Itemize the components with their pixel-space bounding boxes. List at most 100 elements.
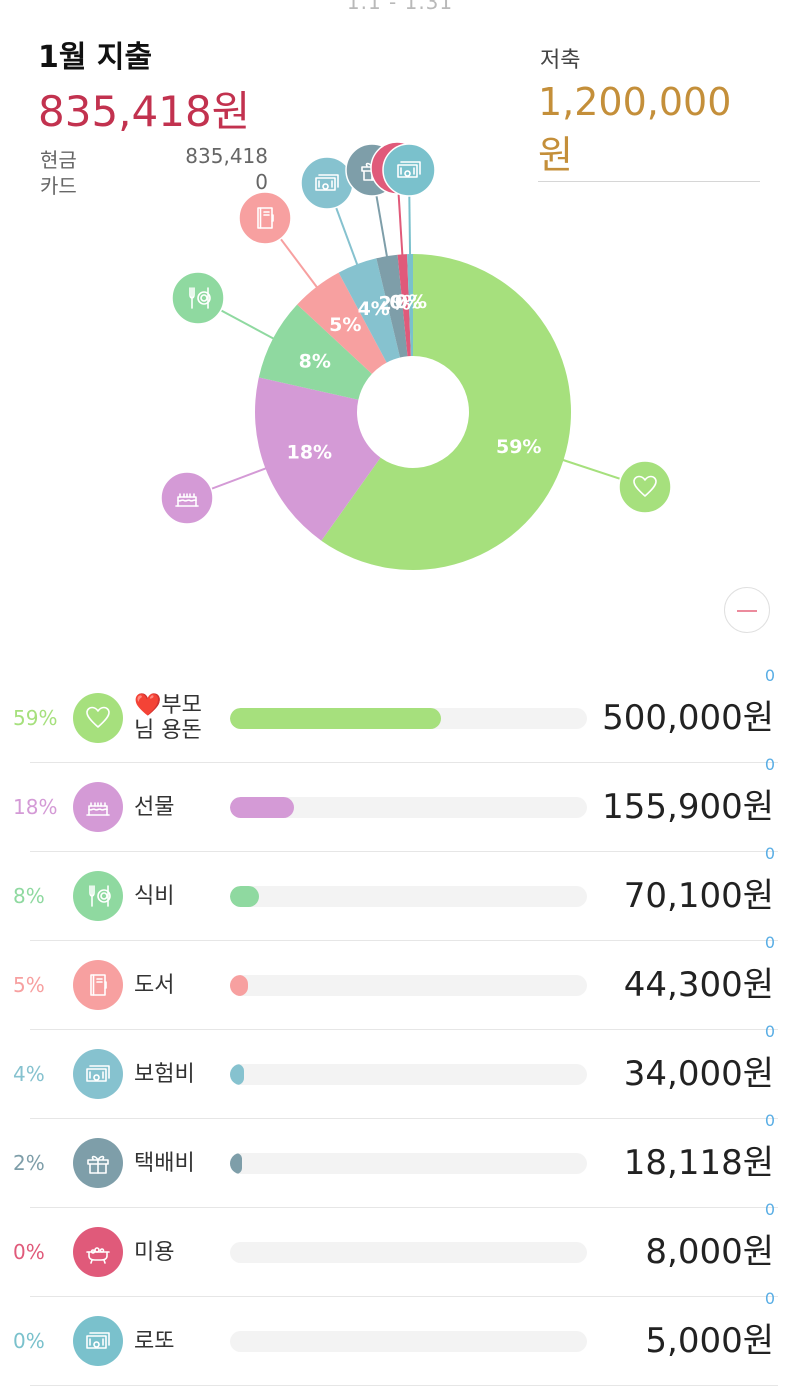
heart-icon	[86, 706, 110, 728]
category-percent: 2%	[13, 1151, 45, 1175]
category-budget-count: 0	[764, 1111, 775, 1130]
category-name-line: ❤️부모	[134, 693, 202, 718]
total-expense-amount: 835,418원	[38, 87, 251, 136]
slice-category-icon[interactable]	[382, 143, 436, 197]
category-progress-track	[230, 1153, 587, 1174]
category-amount: 44,300원	[623, 965, 774, 1005]
category-icon-badge	[73, 1227, 123, 1277]
pie-slice[interactable]	[254, 377, 381, 541]
category-row[interactable]: 59% ❤️부모 님 용돈 500,000원 0	[0, 666, 800, 763]
money-icon	[86, 1332, 110, 1349]
slice-category-icon[interactable]	[171, 271, 225, 325]
category-name: 미용	[134, 1240, 175, 1265]
pie-slice[interactable]	[321, 254, 571, 570]
slice-category-icon[interactable]	[238, 191, 292, 245]
category-icon-badge	[73, 782, 123, 832]
category-progress-fill	[230, 1153, 242, 1174]
cake-icon	[86, 802, 110, 816]
category-budget-count: 0	[764, 1022, 775, 1041]
category-percent: 5%	[13, 973, 45, 997]
pie-slice[interactable]	[407, 254, 413, 357]
utensils-icon	[189, 287, 211, 309]
category-name: 로또	[134, 1329, 175, 1354]
category-name: 식비	[134, 884, 175, 909]
category-row[interactable]: 0% 로또 5,000원 0	[0, 1289, 800, 1386]
slice-label: 8%	[299, 350, 331, 372]
category-name: ❤️부모 님 용돈	[134, 693, 202, 743]
date-range[interactable]: 1.1 - 1.31	[346, 0, 454, 14]
slice-category-icon[interactable]	[618, 460, 672, 514]
gift-icon	[87, 1155, 109, 1174]
cake-icon	[175, 493, 199, 507]
slice-label: 59%	[496, 436, 541, 458]
category-name: 보험비	[134, 1062, 195, 1087]
category-budget-count: 0	[764, 844, 775, 863]
category-amount: 8,000원	[645, 1232, 774, 1272]
slice-category-icon[interactable]	[300, 156, 354, 210]
savings-label: 저축	[540, 48, 581, 73]
category-row[interactable]: 18% 선물 155,900원 0	[0, 755, 800, 852]
category-progress-track	[230, 1331, 587, 1352]
slice-category-icon[interactable]	[160, 471, 214, 525]
bath-icon	[86, 1247, 110, 1264]
category-icon-badge	[73, 1049, 123, 1099]
category-amount: 34,000원	[623, 1054, 774, 1094]
category-progress-fill	[230, 1064, 244, 1085]
slice-label: 18%	[287, 442, 332, 464]
category-progress-track	[230, 886, 587, 907]
savings-amount[interactable]: 1,200,000원	[538, 80, 760, 182]
row-divider	[30, 1207, 778, 1208]
category-percent: 0%	[13, 1240, 45, 1264]
cash-label: 현금	[40, 148, 77, 172]
category-name: 도서	[134, 973, 175, 998]
money-icon	[315, 174, 339, 191]
category-name: 선물	[134, 795, 175, 820]
book-icon	[257, 207, 274, 229]
page-title: 1월 지출	[38, 40, 153, 75]
category-name-line: 님 용돈	[134, 718, 202, 743]
category-progress-track	[230, 708, 587, 729]
category-percent: 18%	[13, 795, 58, 819]
category-icon-badge	[73, 871, 123, 921]
category-progress-fill	[230, 797, 294, 818]
row-divider	[30, 762, 778, 763]
category-icon-badge	[73, 693, 123, 743]
category-progress-fill	[230, 886, 259, 907]
category-percent: 0%	[13, 1329, 45, 1353]
category-progress-track	[230, 1242, 587, 1263]
category-name: 택배비	[134, 1151, 195, 1176]
category-budget-count: 0	[764, 1200, 775, 1219]
category-progress-fill	[230, 708, 441, 729]
category-progress-fill	[230, 975, 248, 996]
category-progress-track	[230, 975, 587, 996]
pie-slice[interactable]	[258, 304, 372, 400]
pie-slice[interactable]	[297, 272, 387, 374]
collapse-button[interactable]	[724, 587, 770, 633]
row-divider	[30, 1296, 778, 1297]
pie-slice[interactable]	[376, 254, 408, 358]
category-amount: 18,118원	[623, 1143, 774, 1183]
category-row[interactable]: 2% 택배비 18,118원 0	[0, 1111, 800, 1208]
category-icon-badge	[73, 1316, 123, 1366]
category-row[interactable]: 8% 식비 70,100원 0	[0, 844, 800, 941]
category-row[interactable]: 0% 미용 8,000원 0	[0, 1200, 800, 1297]
cash-value: 835,418	[185, 144, 268, 168]
category-row[interactable]: 4% 보험비 34,000원 0	[0, 1022, 800, 1119]
slice-label: 4%	[358, 298, 390, 320]
category-row[interactable]: 5% 도서 44,300원 0	[0, 933, 800, 1030]
pie-slice[interactable]	[397, 254, 411, 357]
category-amount: 70,100원	[623, 876, 774, 916]
category-percent: 8%	[13, 884, 45, 908]
category-progress-track	[230, 1064, 587, 1085]
row-divider	[30, 1029, 778, 1030]
donut-chart[interactable]: 59% 18% 8% 5%4%2%0%0%	[0, 130, 800, 650]
slice-label: 5%	[329, 314, 361, 336]
category-amount: 500,000원	[602, 698, 774, 738]
pie-slice[interactable]	[338, 258, 401, 363]
category-budget-count: 0	[764, 1289, 775, 1308]
category-icon-badge	[73, 1138, 123, 1188]
row-divider	[30, 1118, 778, 1119]
money-icon	[397, 161, 421, 178]
row-divider	[30, 851, 778, 852]
slice-label: 2%	[379, 293, 411, 315]
